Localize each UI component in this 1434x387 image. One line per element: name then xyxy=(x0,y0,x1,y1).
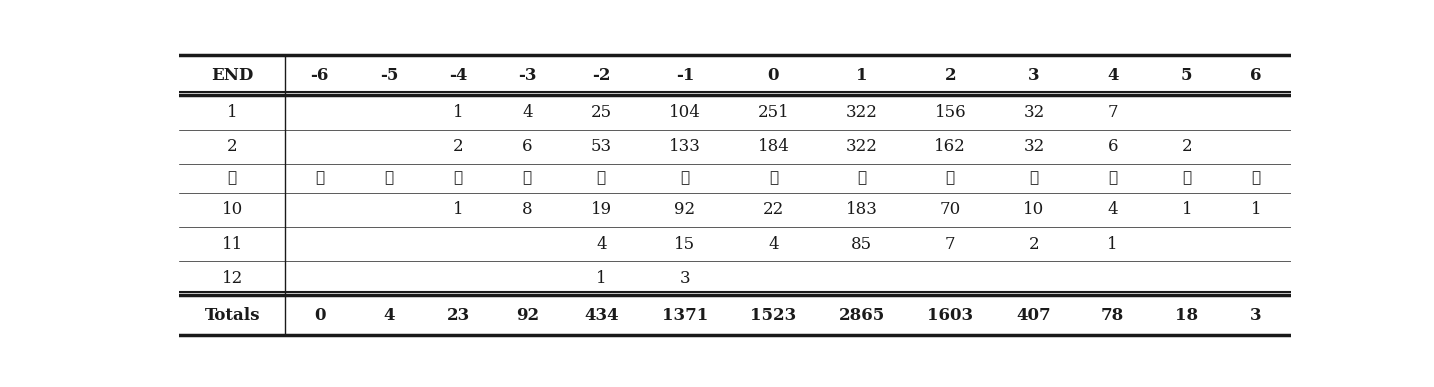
Text: 1: 1 xyxy=(1250,201,1262,218)
Text: -3: -3 xyxy=(518,67,536,84)
Text: END: END xyxy=(211,67,254,84)
Text: -2: -2 xyxy=(592,67,611,84)
Text: 7: 7 xyxy=(945,236,955,253)
Text: 11: 11 xyxy=(221,236,242,253)
Text: ⋮: ⋮ xyxy=(228,171,237,185)
Text: 2: 2 xyxy=(1028,236,1040,253)
Text: 2: 2 xyxy=(227,138,238,155)
Text: ⋮: ⋮ xyxy=(858,171,866,185)
Text: ⋮: ⋮ xyxy=(523,171,532,185)
Text: 1523: 1523 xyxy=(750,307,796,324)
Text: 4: 4 xyxy=(522,104,532,121)
Text: 1371: 1371 xyxy=(663,307,708,324)
Text: 4: 4 xyxy=(769,236,779,253)
Text: 104: 104 xyxy=(670,104,701,121)
Text: -5: -5 xyxy=(380,67,399,84)
Text: 1: 1 xyxy=(453,201,463,218)
Text: 8: 8 xyxy=(522,201,532,218)
Text: 3: 3 xyxy=(1028,67,1040,84)
Text: Totals: Totals xyxy=(205,307,260,324)
Text: 7: 7 xyxy=(1107,104,1119,121)
Text: 0: 0 xyxy=(314,307,326,324)
Text: ⋮: ⋮ xyxy=(945,171,955,185)
Text: 22: 22 xyxy=(763,201,784,218)
Text: 78: 78 xyxy=(1101,307,1124,324)
Text: ⋮: ⋮ xyxy=(597,171,605,185)
Text: 322: 322 xyxy=(846,104,878,121)
Text: 407: 407 xyxy=(1017,307,1051,324)
Text: 6: 6 xyxy=(522,138,532,155)
Text: 53: 53 xyxy=(591,138,612,155)
Text: 10: 10 xyxy=(1024,201,1044,218)
Text: 1: 1 xyxy=(856,67,868,84)
Text: 184: 184 xyxy=(757,138,789,155)
Text: ⋮: ⋮ xyxy=(769,171,777,185)
Text: 2: 2 xyxy=(453,138,463,155)
Text: 1: 1 xyxy=(1182,201,1192,218)
Text: 156: 156 xyxy=(935,104,967,121)
Text: 6: 6 xyxy=(1107,138,1119,155)
Text: 3: 3 xyxy=(1250,307,1262,324)
Text: 1: 1 xyxy=(1107,236,1119,253)
Text: ⋮: ⋮ xyxy=(384,171,393,185)
Text: 0: 0 xyxy=(767,67,779,84)
Text: 133: 133 xyxy=(670,138,701,155)
Text: 25: 25 xyxy=(591,104,612,121)
Text: 162: 162 xyxy=(935,138,967,155)
Text: 1: 1 xyxy=(597,270,607,287)
Text: ⋮: ⋮ xyxy=(680,171,690,185)
Text: ⋮: ⋮ xyxy=(1108,171,1117,185)
Text: 4: 4 xyxy=(1107,201,1119,218)
Text: 23: 23 xyxy=(446,307,470,324)
Text: 5: 5 xyxy=(1182,67,1193,84)
Text: 434: 434 xyxy=(584,307,618,324)
Text: 92: 92 xyxy=(516,307,539,324)
Text: 2: 2 xyxy=(1182,138,1192,155)
Text: 19: 19 xyxy=(591,201,612,218)
Text: ⋮: ⋮ xyxy=(453,171,463,185)
Text: 18: 18 xyxy=(1176,307,1199,324)
Text: 3: 3 xyxy=(680,270,690,287)
Text: 2: 2 xyxy=(945,67,956,84)
Text: 2865: 2865 xyxy=(839,307,885,324)
Text: ⋮: ⋮ xyxy=(315,171,324,185)
Text: 183: 183 xyxy=(846,201,878,218)
Text: 92: 92 xyxy=(674,201,695,218)
Text: -6: -6 xyxy=(310,67,328,84)
Text: 1: 1 xyxy=(453,104,463,121)
Text: 1: 1 xyxy=(227,104,238,121)
Text: 32: 32 xyxy=(1024,104,1044,121)
Text: ⋮: ⋮ xyxy=(1252,171,1260,185)
Text: 1603: 1603 xyxy=(928,307,974,324)
Text: ⋮: ⋮ xyxy=(1182,171,1192,185)
Text: 6: 6 xyxy=(1250,67,1262,84)
Text: 12: 12 xyxy=(221,270,242,287)
Text: 70: 70 xyxy=(939,201,961,218)
Text: 251: 251 xyxy=(757,104,789,121)
Text: ⋮: ⋮ xyxy=(1030,171,1038,185)
Text: -1: -1 xyxy=(675,67,694,84)
Text: 32: 32 xyxy=(1024,138,1044,155)
Text: 4: 4 xyxy=(383,307,394,324)
Text: 4: 4 xyxy=(597,236,607,253)
Text: 4: 4 xyxy=(1107,67,1119,84)
Text: 322: 322 xyxy=(846,138,878,155)
Text: -4: -4 xyxy=(449,67,467,84)
Text: 15: 15 xyxy=(674,236,695,253)
Text: 10: 10 xyxy=(221,201,242,218)
Text: 85: 85 xyxy=(852,236,872,253)
